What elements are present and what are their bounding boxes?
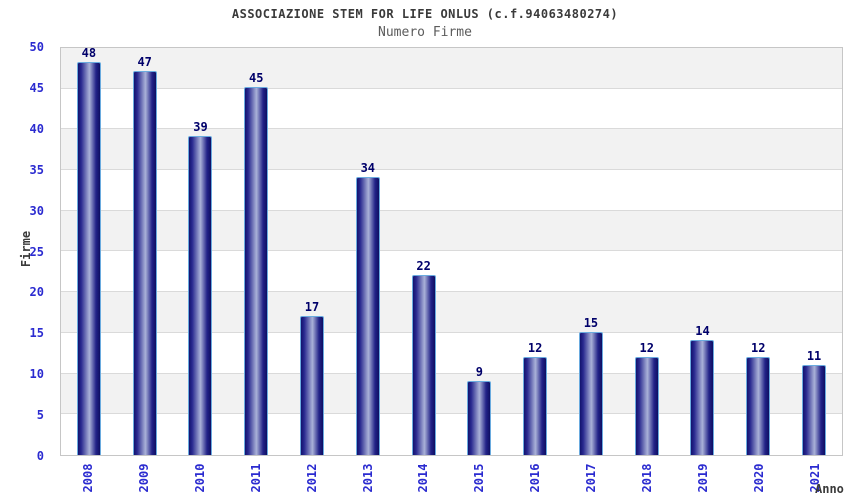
x-tick-label: 2015 [472,463,487,493]
bar: 9 [467,365,492,455]
bar-slot: 12 [619,48,675,455]
bar-value-label: 14 [695,324,710,339]
x-tick-label: 2019 [696,463,711,493]
bar: 48 [76,46,101,455]
bar-value-label: 22 [416,259,431,274]
bar: 17 [300,300,325,455]
x-tick-slot: 2018 [619,456,675,500]
x-tick-label: 2012 [304,463,319,493]
y-tick-label: 45 [29,80,44,95]
x-tick-slot: 2015 [451,456,507,500]
y-tick-label: 35 [29,162,44,177]
x-tick-label: 2013 [360,463,375,493]
bar: 15 [578,316,603,455]
bar: 22 [411,259,436,455]
x-tick-slot: 2012 [284,456,340,500]
bar-value-label: 34 [360,160,376,175]
bar: 12 [746,341,771,455]
y-tick-label: 30 [29,203,44,218]
y-tick-label: 0 [36,449,44,463]
y-tick-label: 20 [29,285,44,300]
bar-slot: 12 [507,48,563,455]
y-tick-label: 40 [29,121,44,136]
bar-slot: 47 [117,48,173,455]
y-axis-ticks: 0 5 10 15 20 25 30 35 40 45 50 [0,0,52,500]
x-tick-slot: 2016 [507,456,563,500]
x-tick-slot: 2013 [340,456,396,500]
bar-value-label: 15 [583,316,599,331]
chart-subtitle: Numero Firme [378,25,472,40]
bar-slot: 48 [61,46,117,455]
bar: 11 [802,349,827,455]
bar-slot: 34 [340,48,396,455]
bar-slot: 14 [675,48,731,455]
bar-slot: 15 [563,48,619,455]
bar: 39 [188,120,213,455]
x-tick-slot: 2019 [675,456,731,500]
x-tick-label: 2017 [584,463,599,493]
x-tick-label: 2016 [528,463,543,493]
bar-value-label: 45 [249,70,264,85]
x-tick-slot: 2020 [731,456,787,500]
bar: 12 [523,341,548,455]
bar-slot: 45 [228,48,284,455]
x-tick-slot: 2010 [172,456,228,500]
bar-slot: 39 [173,48,229,455]
y-tick-label: 25 [29,244,44,259]
x-tick-label: 2014 [416,463,431,493]
bar: 45 [244,71,269,455]
y-tick-label: 15 [29,326,44,341]
bar-value-label: 12 [639,340,654,355]
bar-slot: 11 [786,48,842,455]
x-tick-label: 2020 [752,463,767,493]
bar-value-label: 12 [527,340,543,355]
x-tick-label: 2011 [248,463,263,493]
grid-band [61,88,842,130]
y-tick-label: 10 [29,367,44,382]
bar-value-label: 17 [304,299,320,314]
bar-slot: 22 [396,48,452,455]
bar-value-label: 12 [751,340,766,355]
x-tick-slot: 2014 [396,456,452,500]
bar: 34 [355,161,380,455]
x-axis-ticks: 2008 2009 2010 2011 2012 2013 2014 2015 2016 2017… [60,456,843,500]
x-tick-slot: 2017 [563,456,619,500]
bar-value-label: 39 [193,119,208,134]
x-tick-label: 2008 [80,463,95,493]
x-tick-slot: 2008 [60,456,116,500]
x-tick-label: 2018 [640,463,655,493]
bar-slot: 9 [451,48,507,455]
x-axis-title: Anno [815,482,844,496]
y-tick-label: 50 [29,40,44,54]
x-tick-label: 2010 [192,463,207,493]
x-tick-slot: 2011 [228,456,284,500]
bars-container: 48 47 39 45 17 34 22 9 12 15 12 14 12 11 [61,46,842,455]
bar: 14 [690,324,715,455]
grid-band [61,48,842,89]
y-tick-label: 5 [36,408,44,423]
bar-value-label: 9 [475,365,483,380]
plot-area: 48 47 39 45 17 34 22 9 12 15 12 14 12 11 [60,46,843,456]
bar-slot: 17 [284,48,340,455]
bar-value-label: 11 [806,349,822,364]
bar: 47 [132,55,157,455]
bar-value-label: 48 [81,46,97,61]
chart-title: ASSOCIAZIONE STEM FOR LIFE ONLUS (c.f.94… [231,7,619,21]
bar: 12 [634,341,659,455]
bar-value-label: 47 [137,54,152,69]
x-tick-label: 2009 [136,463,151,493]
x-tick-slot: 2009 [116,456,172,500]
bar-slot: 12 [730,48,786,455]
